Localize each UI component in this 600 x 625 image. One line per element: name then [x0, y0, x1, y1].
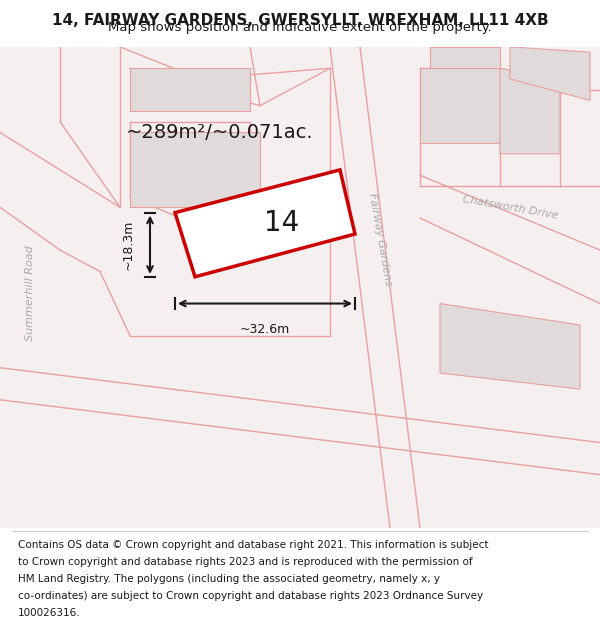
Polygon shape — [130, 132, 260, 208]
Text: co-ordinates) are subject to Crown copyright and database rights 2023 Ordnance S: co-ordinates) are subject to Crown copyr… — [18, 591, 483, 601]
Text: Fairway Gardens: Fairway Gardens — [367, 192, 393, 286]
Polygon shape — [130, 68, 250, 111]
Text: Map shows position and indicative extent of the property.: Map shows position and indicative extent… — [108, 21, 492, 34]
Text: Summerhill Road: Summerhill Road — [25, 245, 35, 341]
Text: Chatsworth Drive: Chatsworth Drive — [461, 194, 559, 221]
Text: 14, FAIRWAY GARDENS, GWERSYLLT, WREXHAM, LL11 4XB: 14, FAIRWAY GARDENS, GWERSYLLT, WREXHAM,… — [52, 13, 548, 28]
Text: 100026316.: 100026316. — [18, 608, 80, 618]
Polygon shape — [175, 170, 355, 277]
Text: ~289m²/~0.071ac.: ~289m²/~0.071ac. — [126, 123, 314, 142]
Polygon shape — [510, 47, 590, 101]
Polygon shape — [430, 47, 500, 68]
Polygon shape — [500, 68, 560, 154]
Text: Contains OS data © Crown copyright and database right 2021. This information is : Contains OS data © Crown copyright and d… — [18, 540, 488, 550]
Polygon shape — [440, 304, 580, 389]
Text: 14: 14 — [263, 209, 299, 238]
Text: ~32.6m: ~32.6m — [240, 322, 290, 336]
Polygon shape — [420, 68, 500, 143]
Text: ~18.3m: ~18.3m — [122, 219, 135, 270]
Text: to Crown copyright and database rights 2023 and is reproduced with the permissio: to Crown copyright and database rights 2… — [18, 557, 473, 567]
Text: HM Land Registry. The polygons (including the associated geometry, namely x, y: HM Land Registry. The polygons (includin… — [18, 574, 440, 584]
